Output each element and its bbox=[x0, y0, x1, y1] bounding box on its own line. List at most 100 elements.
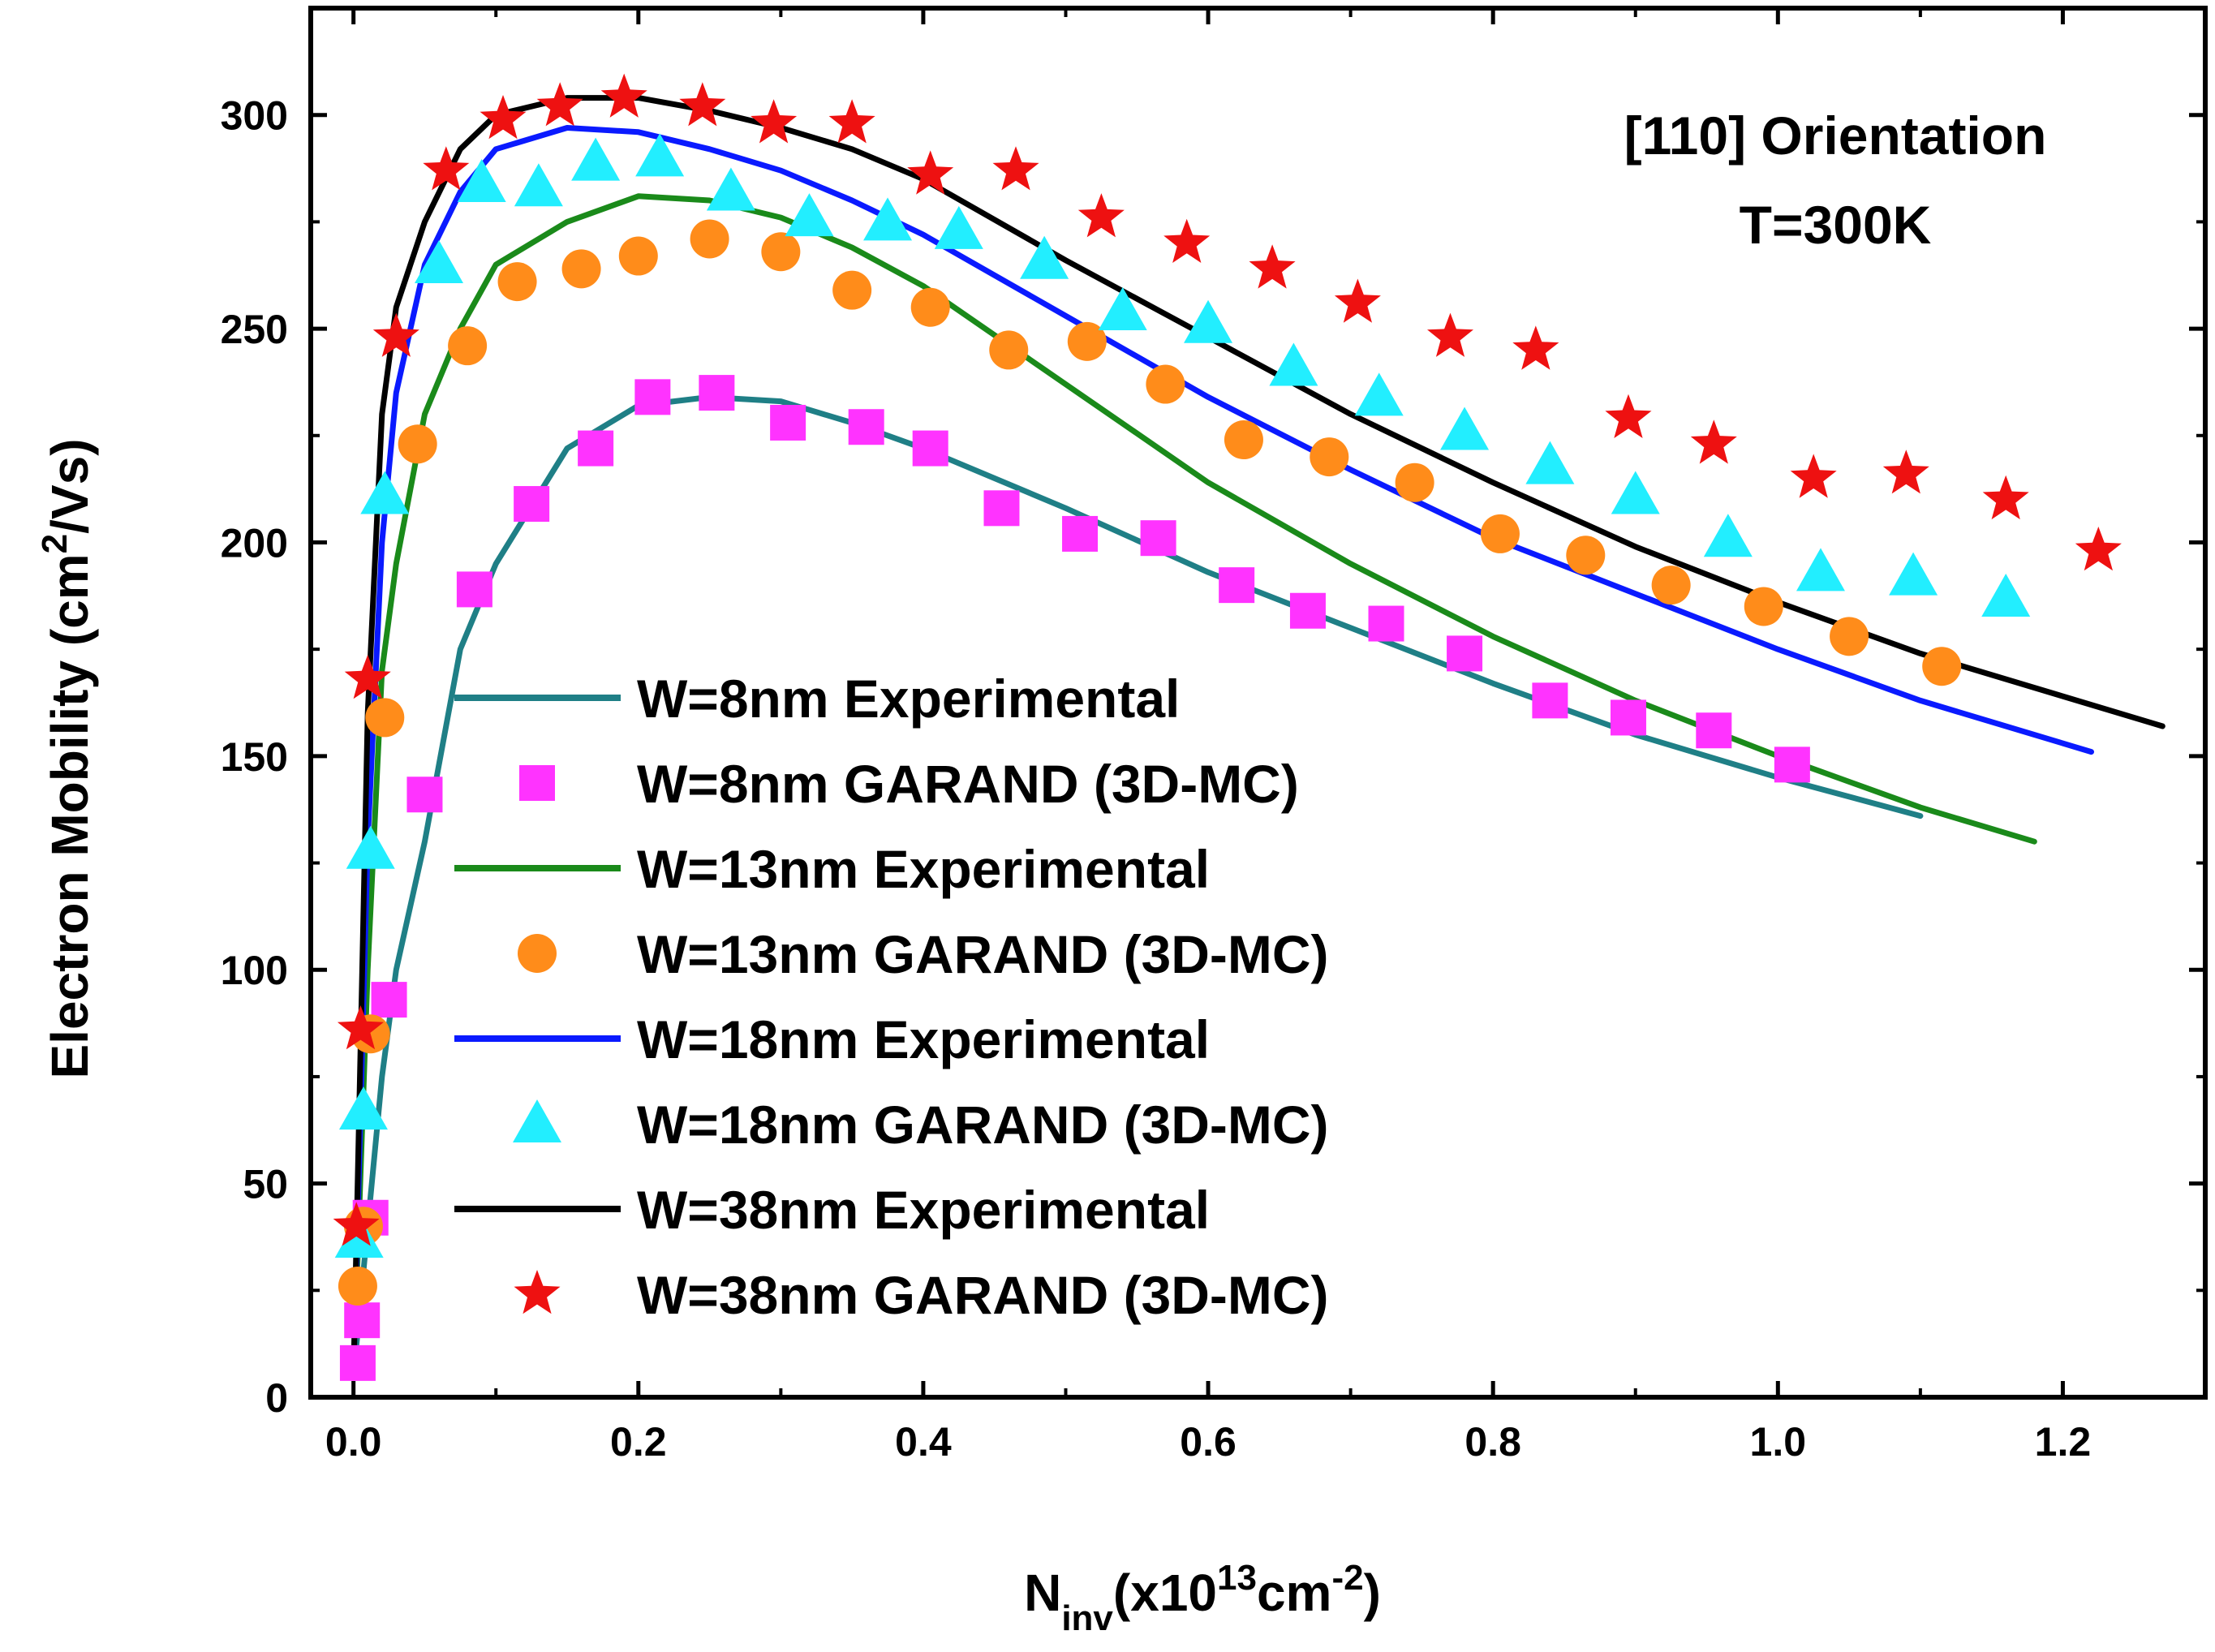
data-point-triangle bbox=[346, 825, 395, 869]
data-point-circle bbox=[618, 236, 658, 276]
legend-swatch-marker bbox=[518, 934, 557, 973]
data-point-circle bbox=[1224, 420, 1263, 460]
data-point-triangle bbox=[1703, 514, 1753, 557]
data-point-star bbox=[1882, 450, 1929, 494]
chart-text: [110] Orientation T=300K Ninv(x1013cm-2)… bbox=[35, 105, 2046, 1638]
data-point-star bbox=[828, 99, 875, 144]
annotation-orientation: [110] Orientation bbox=[1624, 105, 2047, 166]
x-tick-label: 0.4 bbox=[895, 1419, 952, 1465]
data-point-square bbox=[1610, 699, 1646, 736]
data-point-square bbox=[371, 982, 407, 1018]
data-point-square bbox=[1140, 520, 1176, 557]
data-point-circle bbox=[989, 330, 1029, 370]
legend-swatch-marker bbox=[519, 765, 555, 801]
data-point-circle bbox=[1922, 647, 1962, 686]
data-point-square bbox=[1219, 567, 1255, 604]
data-point-triangle bbox=[457, 158, 506, 202]
data-point-circle bbox=[910, 287, 950, 327]
data-point-triangle bbox=[706, 167, 755, 211]
data-point-star bbox=[679, 82, 726, 127]
data-point-star bbox=[1427, 312, 1473, 357]
data-point-triangle bbox=[1184, 299, 1233, 343]
data-point-square bbox=[1368, 605, 1404, 642]
data-point-triangle bbox=[1098, 287, 1147, 331]
data-point-triangle bbox=[1611, 471, 1660, 514]
series-line-4 bbox=[351, 125, 2094, 1379]
y-tick-label: 150 bbox=[221, 734, 288, 780]
data-point-square bbox=[339, 1344, 376, 1381]
data-point-circle bbox=[1310, 437, 1349, 477]
data-point-triangle bbox=[1981, 573, 2031, 617]
series-line-6 bbox=[351, 95, 2166, 1379]
data-point-circle bbox=[561, 249, 601, 289]
data-point-square bbox=[578, 430, 614, 467]
y-tick-label: 100 bbox=[221, 948, 288, 993]
data-point-circle bbox=[497, 262, 537, 302]
y-tick-label: 250 bbox=[221, 307, 288, 352]
legend-item: W=8nm Experimental bbox=[454, 669, 1180, 729]
data-point-square bbox=[1289, 592, 1326, 629]
legend-label: W=8nm Experimental bbox=[637, 669, 1180, 729]
legend-swatch-marker bbox=[514, 1270, 561, 1314]
y-tick-label: 200 bbox=[221, 520, 288, 566]
data-point-star bbox=[1982, 475, 2029, 520]
data-point-star bbox=[907, 150, 954, 195]
legend-item: W=13nm Experimental bbox=[454, 839, 1210, 899]
data-point-square bbox=[1447, 635, 1483, 672]
data-point-triangle bbox=[863, 197, 913, 241]
x-tick-label: 0.2 bbox=[610, 1419, 667, 1465]
data-point-star bbox=[751, 99, 798, 144]
data-point-star bbox=[1163, 218, 1211, 263]
data-point-circle bbox=[1480, 514, 1520, 553]
data-point-star bbox=[2075, 527, 2122, 571]
legend-item: W=38nm Experimental bbox=[454, 1180, 1210, 1240]
data-point-square bbox=[344, 1302, 381, 1339]
data-point-circle bbox=[1566, 536, 1606, 575]
data-point-circle bbox=[1651, 566, 1691, 605]
plot-frame bbox=[308, 6, 2208, 1400]
data-point-star bbox=[1605, 394, 1652, 438]
annotation-temperature: T=300K bbox=[1740, 195, 1932, 255]
data-point-star bbox=[344, 655, 391, 699]
data-point-circle bbox=[1395, 462, 1434, 502]
data-point-square bbox=[699, 375, 735, 411]
data-point-square bbox=[1774, 746, 1810, 783]
x-tick-label: 0.6 bbox=[1180, 1419, 1237, 1465]
data-point-square bbox=[912, 430, 948, 467]
data-point-star bbox=[337, 1005, 384, 1050]
legend-item: W=38nm GARAND (3D-MC) bbox=[514, 1265, 1329, 1325]
data-point-square bbox=[456, 571, 492, 608]
legend-item: W=18nm GARAND (3D-MC) bbox=[513, 1095, 1329, 1155]
legend-label: W=38nm Experimental bbox=[637, 1180, 1210, 1240]
data-point-triangle bbox=[1020, 235, 1069, 279]
data-point-star bbox=[480, 95, 527, 140]
data-point-triangle bbox=[785, 193, 834, 237]
data-point-circle bbox=[398, 424, 437, 464]
data-point-triangle bbox=[571, 137, 621, 181]
data-point-square bbox=[514, 486, 550, 523]
data-point-star bbox=[992, 146, 1039, 191]
legend-label: W=18nm Experimental bbox=[637, 1009, 1210, 1069]
x-axis-title: Ninv(x1013cm-2) bbox=[1024, 1558, 1381, 1638]
x-tick-label: 1.2 bbox=[2035, 1419, 2092, 1465]
y-tick-label: 300 bbox=[221, 93, 288, 139]
data-point-triangle bbox=[338, 1086, 388, 1130]
data-point-circle bbox=[761, 232, 801, 272]
data-point-star bbox=[1334, 278, 1381, 323]
legend-swatch-marker bbox=[513, 1099, 561, 1142]
x-tick-label: 0.0 bbox=[325, 1419, 382, 1465]
data-point-star bbox=[1077, 193, 1125, 238]
data-point-square bbox=[770, 404, 806, 441]
data-point-circle bbox=[338, 1267, 377, 1306]
data-point-circle bbox=[690, 219, 729, 259]
data-point-star bbox=[1249, 244, 1296, 289]
data-point-star bbox=[1790, 454, 1837, 498]
data-point-square bbox=[1696, 712, 1732, 749]
data-point-triangle bbox=[1354, 372, 1404, 416]
data-point-square bbox=[848, 409, 884, 445]
data-point-triangle bbox=[1889, 552, 1938, 596]
data-point-circle bbox=[1744, 587, 1783, 626]
data-point-star bbox=[333, 1202, 380, 1246]
data-point-square bbox=[406, 777, 443, 813]
